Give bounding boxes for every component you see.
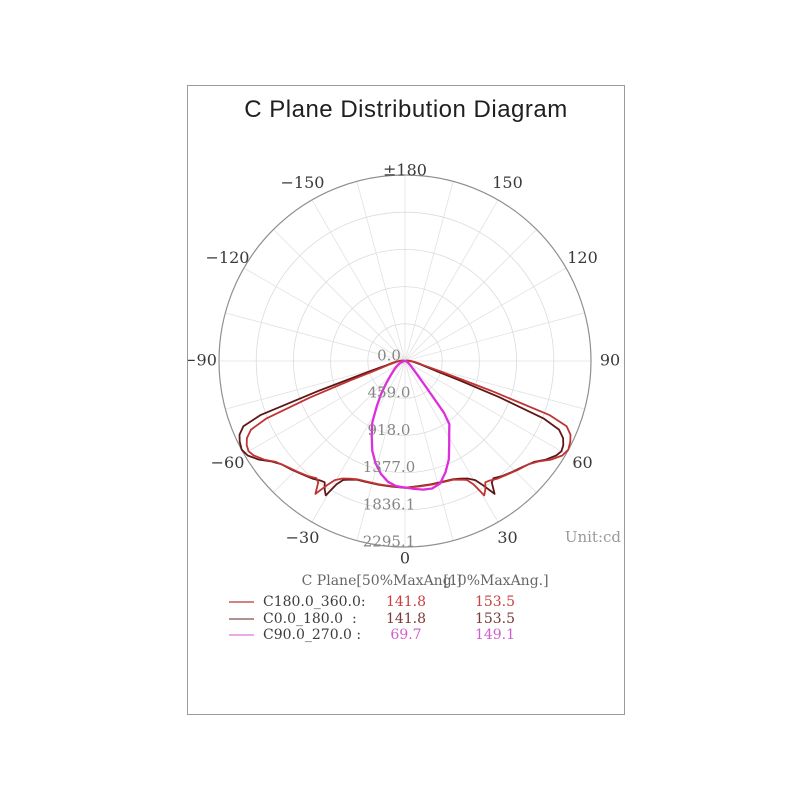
grid-spoke — [243, 267, 406, 362]
grid-spoke — [311, 360, 406, 523]
grid-spoke — [243, 360, 406, 455]
chart-title: C Plane Distribution Diagram — [244, 96, 568, 123]
grid-spoke — [404, 181, 454, 362]
legend-label-c180-360: C180.0_360.0: — [263, 594, 366, 610]
grid-spoke — [356, 181, 406, 362]
legend-header-50pct: [50%MaxAng.] — [356, 573, 462, 589]
radial-tick-label: 2295.1 — [363, 533, 416, 551]
angle-label: −30 — [286, 528, 320, 547]
grid-spoke — [404, 312, 585, 362]
legend-row-c180-360: C180.0_360.0: 141.8 153.5 — [188, 594, 624, 610]
polar-plot: 0.0 459.0 918.0 1377.0 1836.1 2295.1 ±180 −150 1… — [188, 161, 622, 568]
legend-header: C Plane [50%MaxAng.] [10%MaxAng.] — [188, 573, 624, 589]
angle-label: 60 — [572, 453, 592, 472]
grid-spoke — [404, 360, 499, 523]
grid-ring — [330, 286, 480, 436]
legend-swatch-c0-180 — [229, 618, 254, 620]
legend-header-10pct: [10%MaxAng.] — [443, 573, 549, 589]
grid-spoke — [273, 229, 406, 362]
legend-10pct-value-c0-180: 153.5 — [474, 611, 516, 627]
grid-spoke — [356, 360, 406, 541]
unit-label: Unit:cd — [565, 528, 622, 546]
angle-label: 150 — [492, 173, 523, 192]
legend-swatch-c90-270 — [229, 634, 254, 636]
angle-label: ±180 — [383, 161, 427, 180]
angle-label: 0 — [400, 549, 410, 568]
radial-tick-label: 1377.0 — [363, 458, 416, 476]
angle-label: −90 — [188, 351, 217, 370]
grid-spoke — [404, 199, 499, 362]
angle-label: −60 — [211, 453, 245, 472]
outer-ring — [218, 174, 592, 548]
legend-swatch-c180-360 — [229, 601, 254, 603]
curve-c180-0-360-0 — [245, 359, 572, 497]
grid-spoke — [404, 267, 567, 362]
angle-label: 30 — [497, 528, 517, 547]
legend-row-c90-270: C90.0_270.0 : 69.7 149.1 — [188, 627, 624, 643]
legend-row-c0-180: C0.0_180.0 : 141.8 153.5 — [188, 611, 624, 627]
grid-ring — [367, 323, 443, 399]
curve-c90-0-270-0 — [370, 359, 451, 491]
legend-50pct-value-c90-270: 69.7 — [390, 627, 422, 643]
legend-header-plane: C Plane — [301, 573, 357, 589]
grid-spoke — [404, 360, 537, 493]
radial-tick-label: 0.0 — [377, 347, 401, 365]
angle-label: 90 — [600, 351, 620, 370]
legend-label-c90-270: C90.0_270.0 : — [263, 627, 362, 643]
radial-tick-label: 459.0 — [368, 384, 411, 402]
radial-tick-label: 918.0 — [368, 421, 411, 439]
legend-50pct-value-c180-360: 141.8 — [385, 594, 427, 610]
grid-spoke — [404, 360, 454, 541]
grid-ring — [255, 211, 555, 511]
angle-label: −120 — [206, 248, 250, 267]
grid-spoke — [404, 360, 567, 455]
angle-label: −150 — [281, 173, 325, 192]
angle-label: 120 — [567, 248, 598, 267]
radial-tick-label: 1836.1 — [363, 495, 416, 513]
legend-label-c0-180: C0.0_180.0 : — [263, 611, 357, 627]
legend-10pct-value-c180-360: 153.5 — [474, 594, 516, 610]
grid-spoke — [311, 199, 406, 362]
legend-50pct-value-c0-180: 141.8 — [385, 611, 427, 627]
grid-spoke — [404, 229, 537, 362]
diagram-frame: C Plane Distribution Diagram 0.0 459.0 918… — [187, 85, 625, 715]
grid-spoke — [225, 312, 406, 362]
legend-10pct-value-c90-270: 149.1 — [474, 627, 516, 643]
grid-ring — [293, 248, 517, 473]
